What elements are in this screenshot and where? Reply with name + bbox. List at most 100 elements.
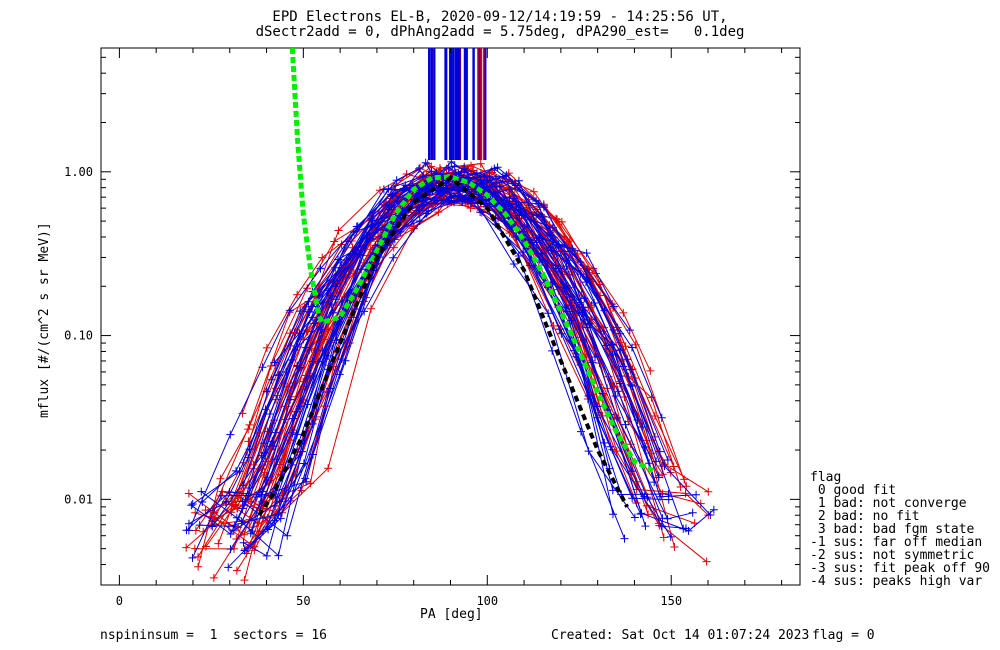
- x-tick-label: 50: [296, 594, 310, 608]
- legend-entry: 3 bad: bad fgm state: [810, 522, 975, 537]
- blue-scan-point: [283, 531, 292, 540]
- blue-scan-point: [476, 176, 485, 185]
- blue-scan-point: [226, 530, 235, 539]
- blue-scan-point: [633, 415, 642, 424]
- blue-scan-point: [252, 492, 261, 501]
- blue-scan-point: [257, 497, 266, 506]
- red-scan-point: [529, 187, 538, 196]
- blue-scan-point: [367, 223, 376, 232]
- blue-scan-point: [613, 413, 622, 422]
- blue-scan-point: [619, 362, 628, 371]
- blue-scan-point: [276, 514, 285, 523]
- blue-scan-point: [265, 409, 274, 418]
- black-median-curve: [257, 175, 629, 517]
- blue-scan-point: [351, 246, 360, 255]
- blue-scan-point: [298, 447, 307, 456]
- blue-scan-point: [582, 249, 591, 258]
- blue-scan-point: [238, 497, 247, 506]
- blue-scan-point: [357, 265, 366, 274]
- blue-scan-point: [502, 171, 511, 180]
- blue-scan-point: [389, 253, 398, 262]
- red-scan-point: [647, 393, 656, 402]
- blue-scan-point: [282, 367, 291, 376]
- red-scan-point: [191, 526, 200, 535]
- y-tick-label: 0.01: [64, 492, 93, 506]
- blue-scan-point: [544, 309, 553, 318]
- legend-entry: 1 bad: not converge: [810, 496, 967, 511]
- blue-scan-point: [332, 295, 341, 304]
- blue-scan-point: [529, 244, 538, 253]
- blue-scan-point: [415, 206, 424, 215]
- blue-scan-point: [360, 307, 369, 316]
- legend-entry: -2 sus: not symmetric: [810, 548, 975, 563]
- blue-scan-point: [585, 319, 594, 328]
- blue-scan-point: [195, 521, 204, 530]
- red-scan-point: [190, 544, 199, 553]
- blue-scan-point: [450, 198, 459, 207]
- blue-scan-point: [626, 365, 635, 374]
- blue-scan-point: [390, 235, 399, 244]
- blue-scan-point: [226, 430, 235, 439]
- blue-scan-point: [208, 522, 217, 531]
- blue-scan-line: [191, 161, 669, 535]
- blue-scan-point: [301, 474, 310, 483]
- blue-scan-point: [308, 313, 317, 322]
- blue-scan-point: [666, 532, 675, 541]
- y-tick-label: 1.00: [64, 165, 93, 179]
- blue-scan-point: [616, 329, 625, 338]
- blue-scan-point: [217, 491, 226, 500]
- blue-scan-point: [269, 441, 278, 450]
- blue-scan-point: [509, 259, 518, 268]
- data-layer: [182, 47, 718, 585]
- blue-scan-point: [387, 202, 396, 211]
- blue-scan-point: [328, 308, 337, 317]
- x-tick-label: 0: [116, 594, 123, 608]
- red-scan-point: [260, 468, 269, 477]
- blue-scan-point: [554, 240, 563, 249]
- blue-scan-point: [267, 375, 276, 384]
- blue-scan-line: [227, 177, 646, 568]
- blue-scan-point: [392, 176, 401, 185]
- blue-scan-point: [654, 473, 663, 482]
- blue-scan-point: [657, 413, 666, 422]
- blue-scan-point: [600, 438, 609, 447]
- legend-entry: -1 sus: far off median: [810, 535, 983, 550]
- red-scan-point: [702, 557, 711, 566]
- blue-scan-point: [608, 510, 617, 519]
- blue-scan-point: [418, 172, 427, 181]
- blue-scan-line: [244, 190, 646, 551]
- blue-scan-point: [224, 563, 233, 572]
- blue-scan-point: [264, 525, 273, 534]
- legend-entry: -4 sus: peaks high var: [810, 574, 983, 589]
- red-scan-point: [266, 361, 275, 370]
- red-scan-point: [238, 409, 247, 418]
- blue-scan-point: [681, 524, 690, 533]
- blue-scan-point: [643, 493, 652, 502]
- blue-scan-point: [567, 316, 576, 325]
- red-scan-point: [549, 321, 558, 330]
- blue-scan-point: [660, 462, 669, 471]
- blue-scan-point: [379, 185, 388, 194]
- blue-scan-point: [221, 497, 230, 506]
- blue-scan-point: [187, 501, 196, 510]
- blue-scan-point: [259, 439, 268, 448]
- blue-scan-point: [537, 249, 546, 258]
- red-scan-point: [464, 164, 473, 173]
- legend-entry: 2 bad: no fit: [810, 509, 920, 524]
- blue-scan-point: [427, 167, 436, 176]
- blue-scan-point: [620, 534, 629, 543]
- blue-scan-point: [663, 514, 672, 523]
- blue-scan-point: [384, 184, 393, 193]
- blue-scan-point: [259, 527, 268, 536]
- red-scan-point: [324, 464, 333, 473]
- blue-scan-point: [706, 511, 715, 520]
- blue-scan-point: [388, 191, 397, 200]
- blue-scan-point: [331, 263, 340, 272]
- blue-scan-point: [536, 210, 545, 219]
- footer-created: Created: Sat Oct 14 01:07:24 2023: [551, 628, 810, 643]
- blue-scan-point: [636, 510, 645, 519]
- blue-scan-point: [532, 197, 541, 206]
- red-scan-point: [681, 489, 690, 498]
- legend-title: flag: [810, 470, 842, 485]
- red-scan-point: [214, 539, 223, 548]
